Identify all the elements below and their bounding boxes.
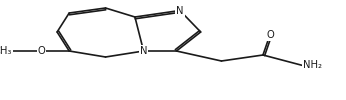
Text: N: N [140,46,147,56]
Text: N: N [176,6,184,16]
Text: NH₂: NH₂ [303,60,322,70]
Text: O: O [38,46,45,56]
Text: CH₃: CH₃ [0,46,12,56]
Text: O: O [266,30,274,40]
